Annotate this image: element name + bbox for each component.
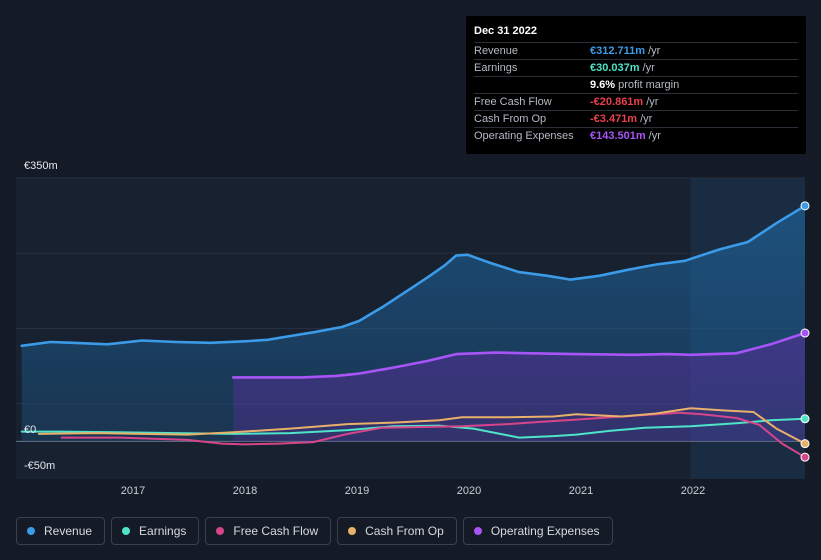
free-cash-flow-line <box>60 411 806 459</box>
tooltip-row-profit-margin: 9.6% profit margin <box>474 77 798 94</box>
tooltip-label <box>474 77 590 93</box>
tooltip-row-earnings: Earnings €30.037m /yr <box>474 60 798 77</box>
free-cash-flow-dot-icon <box>216 527 225 535</box>
legend-label: Cash From Op <box>365 524 444 538</box>
legend-label: Free Cash Flow <box>233 524 319 538</box>
y-axis-bottom-label: -€50m <box>24 460 56 472</box>
tooltip-row-revenue: Revenue €312.711m /yr <box>474 43 798 60</box>
y-axis-zero-label: €0 <box>24 424 37 436</box>
legend-item-earnings[interactable]: Earnings <box>111 517 200 545</box>
tooltip-label: Operating Expenses <box>474 130 574 142</box>
operating-expenses-end-marker <box>800 328 810 338</box>
legend-item-operating-expenses[interactable]: Operating Expenses <box>462 517 613 545</box>
x-tick-2019: 2019 <box>344 485 370 497</box>
legend-item-free-cash-flow[interactable]: Free Cash Flow <box>205 517 332 545</box>
tooltip-unit: /yr <box>642 62 655 74</box>
cash-from-op-end-marker <box>800 439 810 449</box>
revenue-dot-icon <box>27 527 35 535</box>
x-tick-2022: 2022 <box>680 485 706 497</box>
y-axis-top-label: €350m <box>24 160 58 172</box>
revenue-line <box>20 204 807 348</box>
data-tooltip: Dec 31 2022 Revenue €312.711m /yr Earnin… <box>466 16 806 154</box>
tooltip-value: -€3.471m <box>590 113 638 125</box>
tooltip-row-cash-from-op: Cash From Op -€3.471m /yr <box>474 111 798 128</box>
legend-label: Earnings <box>139 524 187 538</box>
free-cash-flow-end-marker <box>800 452 810 462</box>
operating-expenses-line <box>232 331 807 379</box>
x-tick-2020: 2020 <box>456 485 482 497</box>
revenue-end-marker <box>800 201 810 211</box>
tooltip-value: €30.037m <box>590 62 640 74</box>
legend-item-cash-from-op[interactable]: Cash From Op <box>337 517 457 545</box>
cash-from-op-dot-icon <box>348 527 357 535</box>
x-tick-2018: 2018 <box>232 485 258 497</box>
legend-label: Revenue <box>44 524 93 538</box>
tooltip-unit: /yr <box>646 96 659 108</box>
tooltip-unit: /yr <box>640 113 653 125</box>
earnings-end-marker <box>800 414 810 424</box>
tooltip-unit: /yr <box>648 45 661 57</box>
tooltip-value: -€20.861m <box>590 96 644 108</box>
earnings-dot-icon <box>122 527 131 535</box>
chart-legend: Revenue Earnings Free Cash Flow Cash Fro… <box>16 517 613 545</box>
tooltip-value: €312.711m <box>590 45 646 57</box>
x-tick-2021: 2021 <box>568 485 594 497</box>
tooltip-date: Dec 31 2022 <box>474 24 798 43</box>
x-tick-2017: 2017 <box>120 485 146 497</box>
tooltip-label: Revenue <box>474 45 519 57</box>
tooltip-value: €143.501m <box>590 130 646 142</box>
cash-from-op-line <box>37 407 806 445</box>
tooltip-label: Cash From Op <box>474 113 547 125</box>
tooltip-row-free-cash-flow: Free Cash Flow -€20.861m /yr <box>474 94 798 111</box>
tooltip-unit: /yr <box>648 130 661 142</box>
legend-item-revenue[interactable]: Revenue <box>16 517 106 545</box>
tooltip-value: 9.6% <box>590 79 616 91</box>
tooltip-row-operating-expenses: Operating Expenses €143.501m /yr <box>474 128 798 144</box>
tooltip-label: Free Cash Flow <box>474 96 552 108</box>
operating-expenses-dot-icon <box>473 527 482 535</box>
legend-label: Operating Expenses <box>490 524 600 538</box>
tooltip-unit: profit margin <box>618 79 680 91</box>
earnings-line <box>20 417 806 439</box>
tooltip-label: Earnings <box>474 62 518 74</box>
